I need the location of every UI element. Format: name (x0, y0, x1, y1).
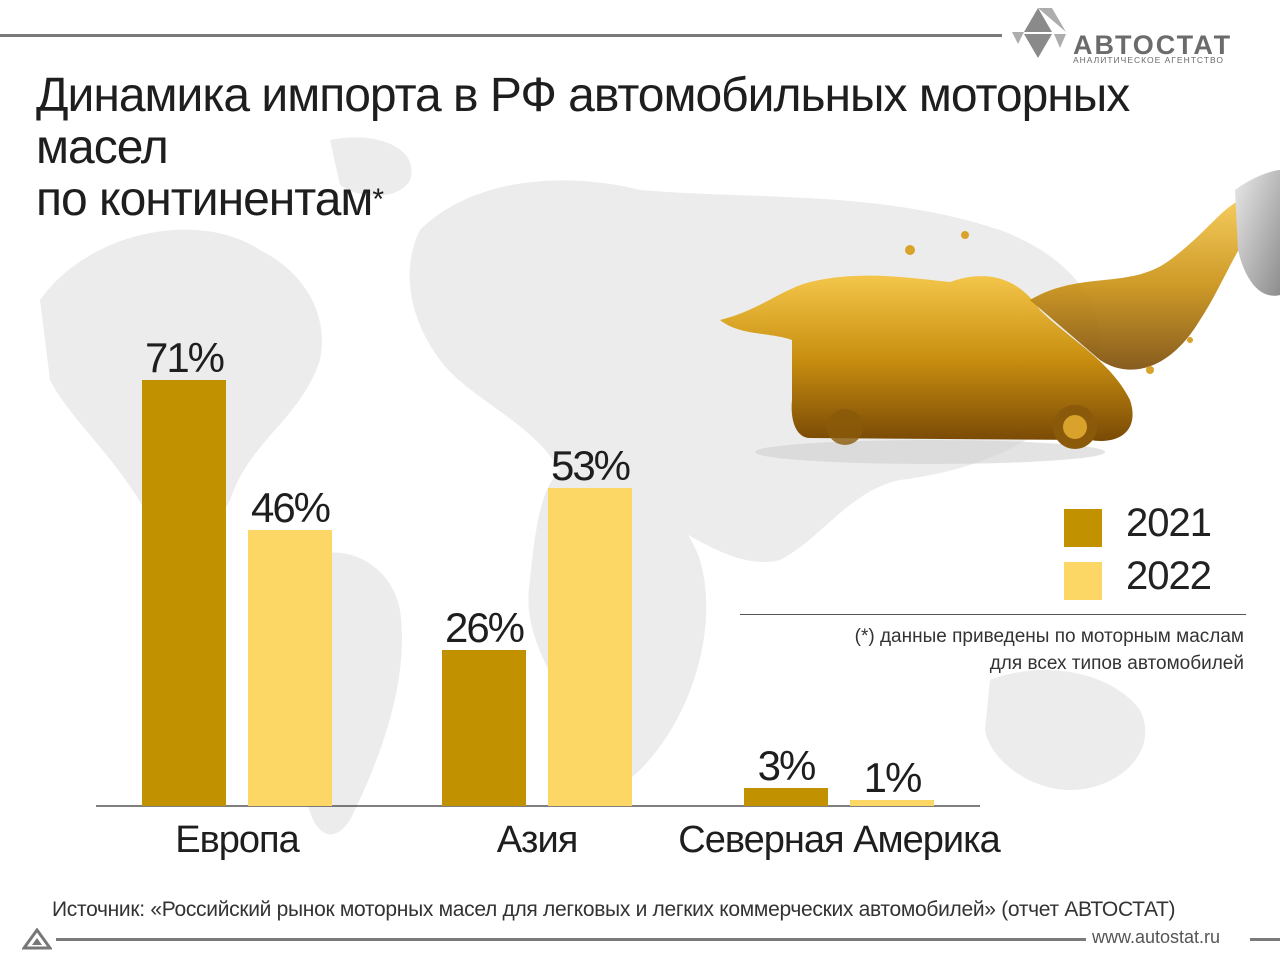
legend-swatch-2022 (1064, 562, 1102, 600)
legend-label-2022: 2022 (1126, 554, 1212, 598)
footnote-line-2: для всех типов автомобилей (989, 653, 1244, 674)
bottom-rule-end (1250, 938, 1280, 941)
autostat-small-logo-icon (22, 928, 52, 950)
title-asterisk: * (372, 183, 384, 216)
page-title: Динамика импорта в РФ автомобильных мото… (36, 70, 1236, 226)
note-divider (740, 614, 1246, 615)
bar-2022-1 (548, 488, 632, 806)
footnote: (*) данные приведены по моторным маслам … (724, 623, 1244, 677)
category-label-0: Европа (175, 819, 300, 861)
title-line-1: Динамика импорта в РФ автомобильных мото… (36, 69, 1130, 174)
footnote-line-1: (*) данные приведены по моторным маслам (854, 626, 1244, 647)
data-label-2022-2: 1% (864, 754, 921, 801)
bottom-rule (56, 938, 1086, 941)
data-label-2022-0: 46% (251, 484, 330, 531)
legend-label-2021: 2021 (1126, 501, 1212, 545)
legend-swatch-2021 (1064, 509, 1102, 547)
data-label-2021-0: 71% (145, 334, 224, 381)
oil-car-illustration (720, 170, 1280, 464)
website-link[interactable]: www.autostat.ru (1092, 927, 1221, 947)
bar-2021-1 (442, 650, 526, 806)
data-label-2022-1: 53% (551, 442, 630, 489)
title-line-2: по континентам* (36, 174, 1236, 226)
data-label-2021-2: 3% (758, 742, 815, 789)
category-label-2: Северная Америка (678, 819, 1001, 861)
title-line-2-text: по континентам (36, 173, 373, 226)
bar-2021-0 (142, 380, 226, 806)
bar-2021-2 (744, 788, 828, 806)
bar-2022-0 (248, 530, 332, 806)
logo-tagline: АНАЛИТИЧЕСКОЕ АГЕНТСТВО (1073, 55, 1224, 65)
category-label-1: Азия (497, 819, 578, 861)
logo-name: АВТОСТАТ (1073, 30, 1233, 60)
data-label-2021-1: 26% (445, 604, 524, 651)
bar-2022-2 (850, 800, 934, 806)
autostat-logo-icon (1012, 8, 1066, 58)
top-rule (0, 34, 1002, 37)
source-text: Источник: «Российский рынок моторных мас… (52, 898, 1176, 921)
